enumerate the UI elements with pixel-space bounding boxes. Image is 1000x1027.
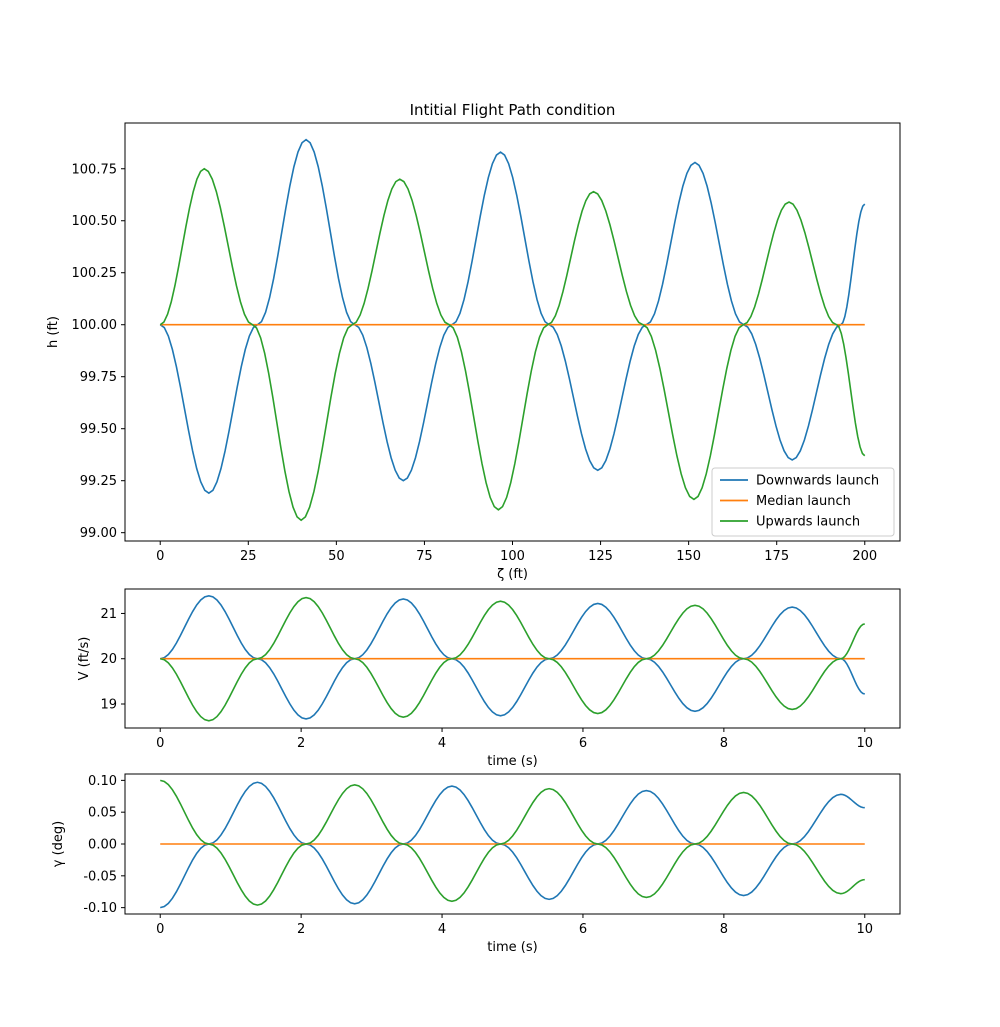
x-tick-label: 0 <box>156 736 164 751</box>
y-tick-label: 99.75 <box>80 370 117 385</box>
legend-box <box>711 467 895 537</box>
y-tick-label: 99.25 <box>80 474 117 489</box>
y-tick-label: 100.75 <box>72 162 118 177</box>
y-tick-label: 21 <box>100 607 117 622</box>
legend-label-downwards: Downwards launch <box>756 474 879 489</box>
x-tick-label: 8 <box>720 736 728 751</box>
y-tick-label: 0.05 <box>88 806 117 821</box>
series-line-upwards <box>160 596 866 722</box>
y-tick-label: -0.10 <box>83 901 117 916</box>
series-line-downwards <box>159 138 866 495</box>
y-tick-label: 100.25 <box>72 266 118 281</box>
y-tick-label: 19 <box>100 698 117 713</box>
y-tick-label: 0.00 <box>88 838 117 853</box>
flight-path-angle-panel: 0 2 4 6 8 10 -0.10 -0.05 0.00 0.05 0.10 time (s) γ (… <box>51 773 901 955</box>
x-tick-label: 2 <box>297 736 305 751</box>
x-tick-label: 150 <box>676 549 701 564</box>
series-line-downwards <box>160 594 866 720</box>
y-tick-label: 20 <box>100 652 117 667</box>
y-tick-label: 99.00 <box>80 526 117 541</box>
x-tick-label: 100 <box>500 549 525 564</box>
chart-title: Intitial Flight Path condition <box>410 101 616 119</box>
x-tick-label: 0 <box>156 922 164 937</box>
y-tick-label: 100.00 <box>72 318 118 333</box>
height-panel: 0 25 50 75 100 125 150 175 200 99.00 99.25 99.50 99.… <box>46 101 901 582</box>
y-tick-label: 99.50 <box>80 422 117 437</box>
x-tick-label: 2 <box>297 922 305 937</box>
y-axis-label: V (ft/s) <box>77 637 92 681</box>
x-tick-label: 175 <box>764 549 789 564</box>
x-tick-label: 6 <box>579 736 587 751</box>
x-tick-label: 4 <box>438 736 446 751</box>
x-tick-label: 6 <box>579 922 587 937</box>
x-axis-label: time (s) <box>487 754 537 769</box>
x-tick-label: 125 <box>588 549 613 564</box>
series-line-upwards <box>159 167 866 522</box>
legend: Downwards launch Median launch Upwards lau… <box>711 467 895 537</box>
x-tick-label: 10 <box>856 736 873 751</box>
series-line-downwards <box>160 781 865 909</box>
legend-label-upwards: Upwards launch <box>756 515 860 530</box>
y-tick-label: 100.50 <box>72 214 118 229</box>
velocity-panel: 0 2 4 6 8 10 19 20 21 time (s) V (ft/s) <box>77 588 901 769</box>
legend-label-median: Median launch <box>756 494 851 509</box>
x-tick-label: 4 <box>438 922 446 937</box>
x-axis-label: time (s) <box>487 940 537 955</box>
x-tick-label: 8 <box>720 922 728 937</box>
x-tick-label: 200 <box>852 549 877 564</box>
y-tick-label: -0.05 <box>83 869 117 884</box>
x-tick-label: 25 <box>240 549 257 564</box>
x-tick-label: 75 <box>416 549 433 564</box>
y-axis-label: h (ft) <box>46 316 61 348</box>
x-tick-label: 0 <box>156 549 164 564</box>
y-axis-label: γ (deg) <box>51 821 66 867</box>
x-tick-label: 50 <box>328 549 345 564</box>
x-axis-label: ζ (ft) <box>497 567 528 582</box>
y-tick-label: 0.10 <box>88 774 117 789</box>
series-line-upwards <box>160 779 865 906</box>
x-tick-label: 10 <box>856 922 873 937</box>
